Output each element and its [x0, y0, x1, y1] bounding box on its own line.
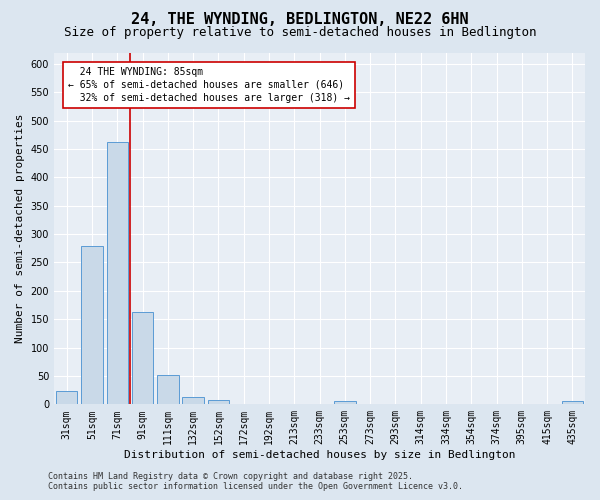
Text: 24, THE WYNDING, BEDLINGTON, NE22 6HN: 24, THE WYNDING, BEDLINGTON, NE22 6HN: [131, 12, 469, 28]
Y-axis label: Number of semi-detached properties: Number of semi-detached properties: [15, 114, 25, 343]
Bar: [56, 392, 77, 404]
Text: Contains HM Land Registry data © Crown copyright and database right 2025.
Contai: Contains HM Land Registry data © Crown c…: [48, 472, 463, 491]
X-axis label: Distribution of semi-detached houses by size in Bedlington: Distribution of semi-detached houses by …: [124, 450, 515, 460]
Bar: [81, 246, 103, 404]
Bar: [208, 400, 229, 404]
Bar: [334, 402, 356, 404]
Bar: [132, 312, 153, 404]
Bar: [107, 142, 128, 405]
Bar: [157, 375, 179, 404]
Bar: [182, 397, 204, 404]
Bar: [562, 402, 583, 404]
Text: 24 THE WYNDING: 85sqm
← 65% of semi-detached houses are smaller (646)
  32% of s: 24 THE WYNDING: 85sqm ← 65% of semi-deta…: [68, 66, 350, 103]
Text: Size of property relative to semi-detached houses in Bedlington: Size of property relative to semi-detach…: [64, 26, 536, 39]
